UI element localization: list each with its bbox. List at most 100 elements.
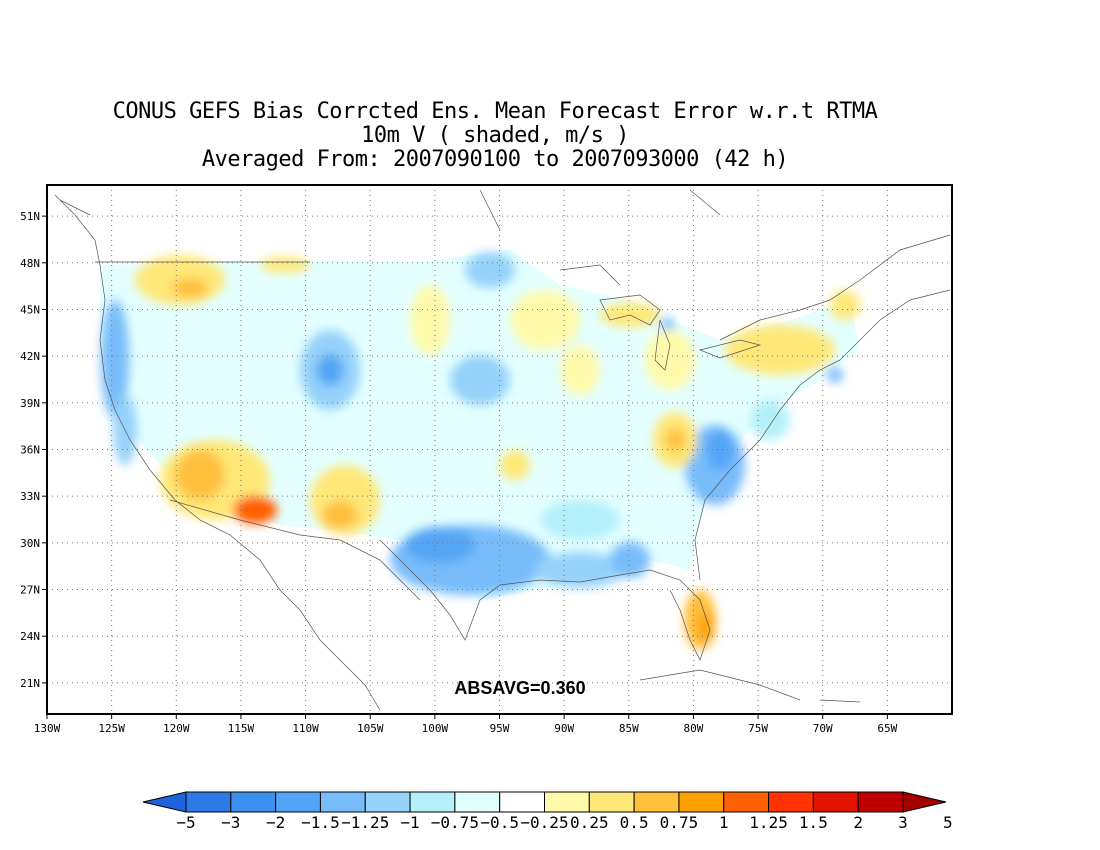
caribbean-islands <box>639 669 861 703</box>
blue-blob-kansas <box>450 355 510 405</box>
warm-blob-nebraska <box>410 285 450 355</box>
mexico-border <box>59 189 721 601</box>
longitude-ticks: 130W 125W 120W 115W 110W 105W 100W 95W 90W 85W 80W… <box>34 714 898 735</box>
lon-tick-label: 75W <box>748 722 768 735</box>
colorbar-box <box>364 791 411 813</box>
blue-blob-georgia <box>610 542 650 578</box>
lat-tick-label: 39N <box>20 397 40 410</box>
title-line-3: Averaged From: 2007090100 to 2007093000 … <box>201 147 789 172</box>
colorbar-label: −0.5 <box>480 813 519 832</box>
lon-tick-label: 125W <box>98 722 125 735</box>
blue-blob-louisiana <box>535 552 625 588</box>
colorbar-box <box>185 791 232 813</box>
lon-tick-label: 80W <box>683 722 703 735</box>
shaded-field <box>100 250 860 650</box>
lon-tick-label: 120W <box>163 722 190 735</box>
colorbar-box <box>633 791 680 813</box>
warm-blob-ohio <box>645 330 695 390</box>
colorbar-label: 0.75 <box>660 813 699 832</box>
colorbar-label: 3 <box>898 813 908 832</box>
canada-border <box>95 234 951 341</box>
warm-blob-illinois <box>560 345 600 395</box>
lon-tick-label: 95W <box>490 722 510 735</box>
colorbar-box <box>409 791 456 813</box>
colorbar-label: −3 <box>221 813 240 832</box>
warm-blob-minnesota <box>510 290 580 350</box>
blue-blob-dakotas <box>465 252 515 288</box>
lat-tick-label: 51N <box>20 210 40 223</box>
colorbar-label: −1.25 <box>341 813 389 832</box>
lon-tick-label: 110W <box>292 722 319 735</box>
title-line-2: 10m V ( shaded, m/s ) <box>361 123 629 148</box>
lat-tick-label: 21N <box>20 677 40 690</box>
lat-tick-label: 48N <box>20 257 40 270</box>
warm-blob-newmexico-core <box>322 501 358 529</box>
lon-tick-label: 65W <box>877 722 897 735</box>
lat-tick-label: 36N <box>20 444 40 457</box>
colorbar-box <box>723 791 770 813</box>
colorbar-label: −1 <box>400 813 419 832</box>
warm-blob-florida-core <box>698 612 714 644</box>
lon-tick-label: 85W <box>619 722 639 735</box>
lon-tick-label: 100W <box>422 722 449 735</box>
warm-blob-arkansas <box>500 450 530 480</box>
blue-blob-virginia <box>706 430 734 470</box>
colorbar-label: 5 <box>943 813 953 832</box>
absavg-label: ABSAVG=0.360 <box>454 678 585 698</box>
colorbar-label: 2 <box>853 813 863 832</box>
blue-blob-plains <box>540 500 620 540</box>
warm-blob-kentucky-core <box>665 428 685 452</box>
colorbar-label: −0.25 <box>520 813 568 832</box>
colorbar-arrow-low <box>142 791 187 813</box>
blue-blob-newengland <box>827 367 843 383</box>
coastlines <box>54 189 951 711</box>
warm-blob-newyork <box>725 325 835 375</box>
colorbar-box <box>499 791 545 813</box>
colorbar-box <box>812 791 859 813</box>
colorbar-box <box>588 791 635 813</box>
colorbar-label: 0.25 <box>570 813 609 832</box>
warm-blob-sonora <box>233 496 277 524</box>
colorbar: −5 −3 −2 −1.5 −1.25 −1 −0.75 −0.5 −0.25 0.25 0.5 0.… <box>142 791 953 832</box>
lon-tick-label: 115W <box>228 722 255 735</box>
colorbar-label: 1 <box>719 813 729 832</box>
gulf-coastline <box>379 539 711 661</box>
atlantic-coastline <box>694 289 951 581</box>
warm-blob-vermont <box>830 290 860 320</box>
colorbar-box <box>454 791 501 813</box>
colorbar-arrow-high <box>902 791 947 813</box>
colorbar-label: −5 <box>176 813 195 832</box>
colorbar-label: −2 <box>266 813 285 832</box>
lat-tick-label: 27N <box>20 584 40 597</box>
colorbar-box <box>678 791 725 813</box>
lat-tick-label: 42N <box>20 350 40 363</box>
warm-blob-arizona-core <box>175 450 225 500</box>
colorbar-label: 1.25 <box>749 813 788 832</box>
colorbar-box <box>857 791 904 813</box>
warm-blob-washington-core <box>172 278 208 298</box>
colorbar-box <box>544 791 590 813</box>
lat-tick-label: 45N <box>20 303 40 316</box>
latitude-ticks: 21N 24N 27N 30N 33N 36N 39N 42N 45N 48N 51N <box>20 210 47 690</box>
map-grid <box>47 185 952 714</box>
warm-blob-montana <box>260 257 310 273</box>
chart-title: CONUS GEFS Bias Corrcted Ens. Mean Forec… <box>0 100 990 172</box>
lon-tick-label: 90W <box>554 722 574 735</box>
lat-tick-label: 33N <box>20 490 40 503</box>
colorbar-label: 1.5 <box>799 813 828 832</box>
blue-blob-texas-core <box>405 527 475 563</box>
colorbar-box <box>768 791 814 813</box>
great-lakes <box>599 294 762 371</box>
colorbar-box <box>230 791 277 813</box>
lat-tick-label: 30N <box>20 537 40 550</box>
blue-blob-wyoming <box>316 354 344 386</box>
colorbar-label: 0.5 <box>620 813 649 832</box>
colorbar-box <box>319 791 366 813</box>
title-line-1: CONUS GEFS Bias Corrcted Ens. Mean Forec… <box>112 99 878 124</box>
colorbar-label: −0.75 <box>431 813 479 832</box>
blue-blob-midatlantic <box>750 400 790 440</box>
lon-tick-label: 105W <box>357 722 384 735</box>
colorbar-label: −1.5 <box>301 813 340 832</box>
lon-tick-label: 70W <box>813 722 833 735</box>
